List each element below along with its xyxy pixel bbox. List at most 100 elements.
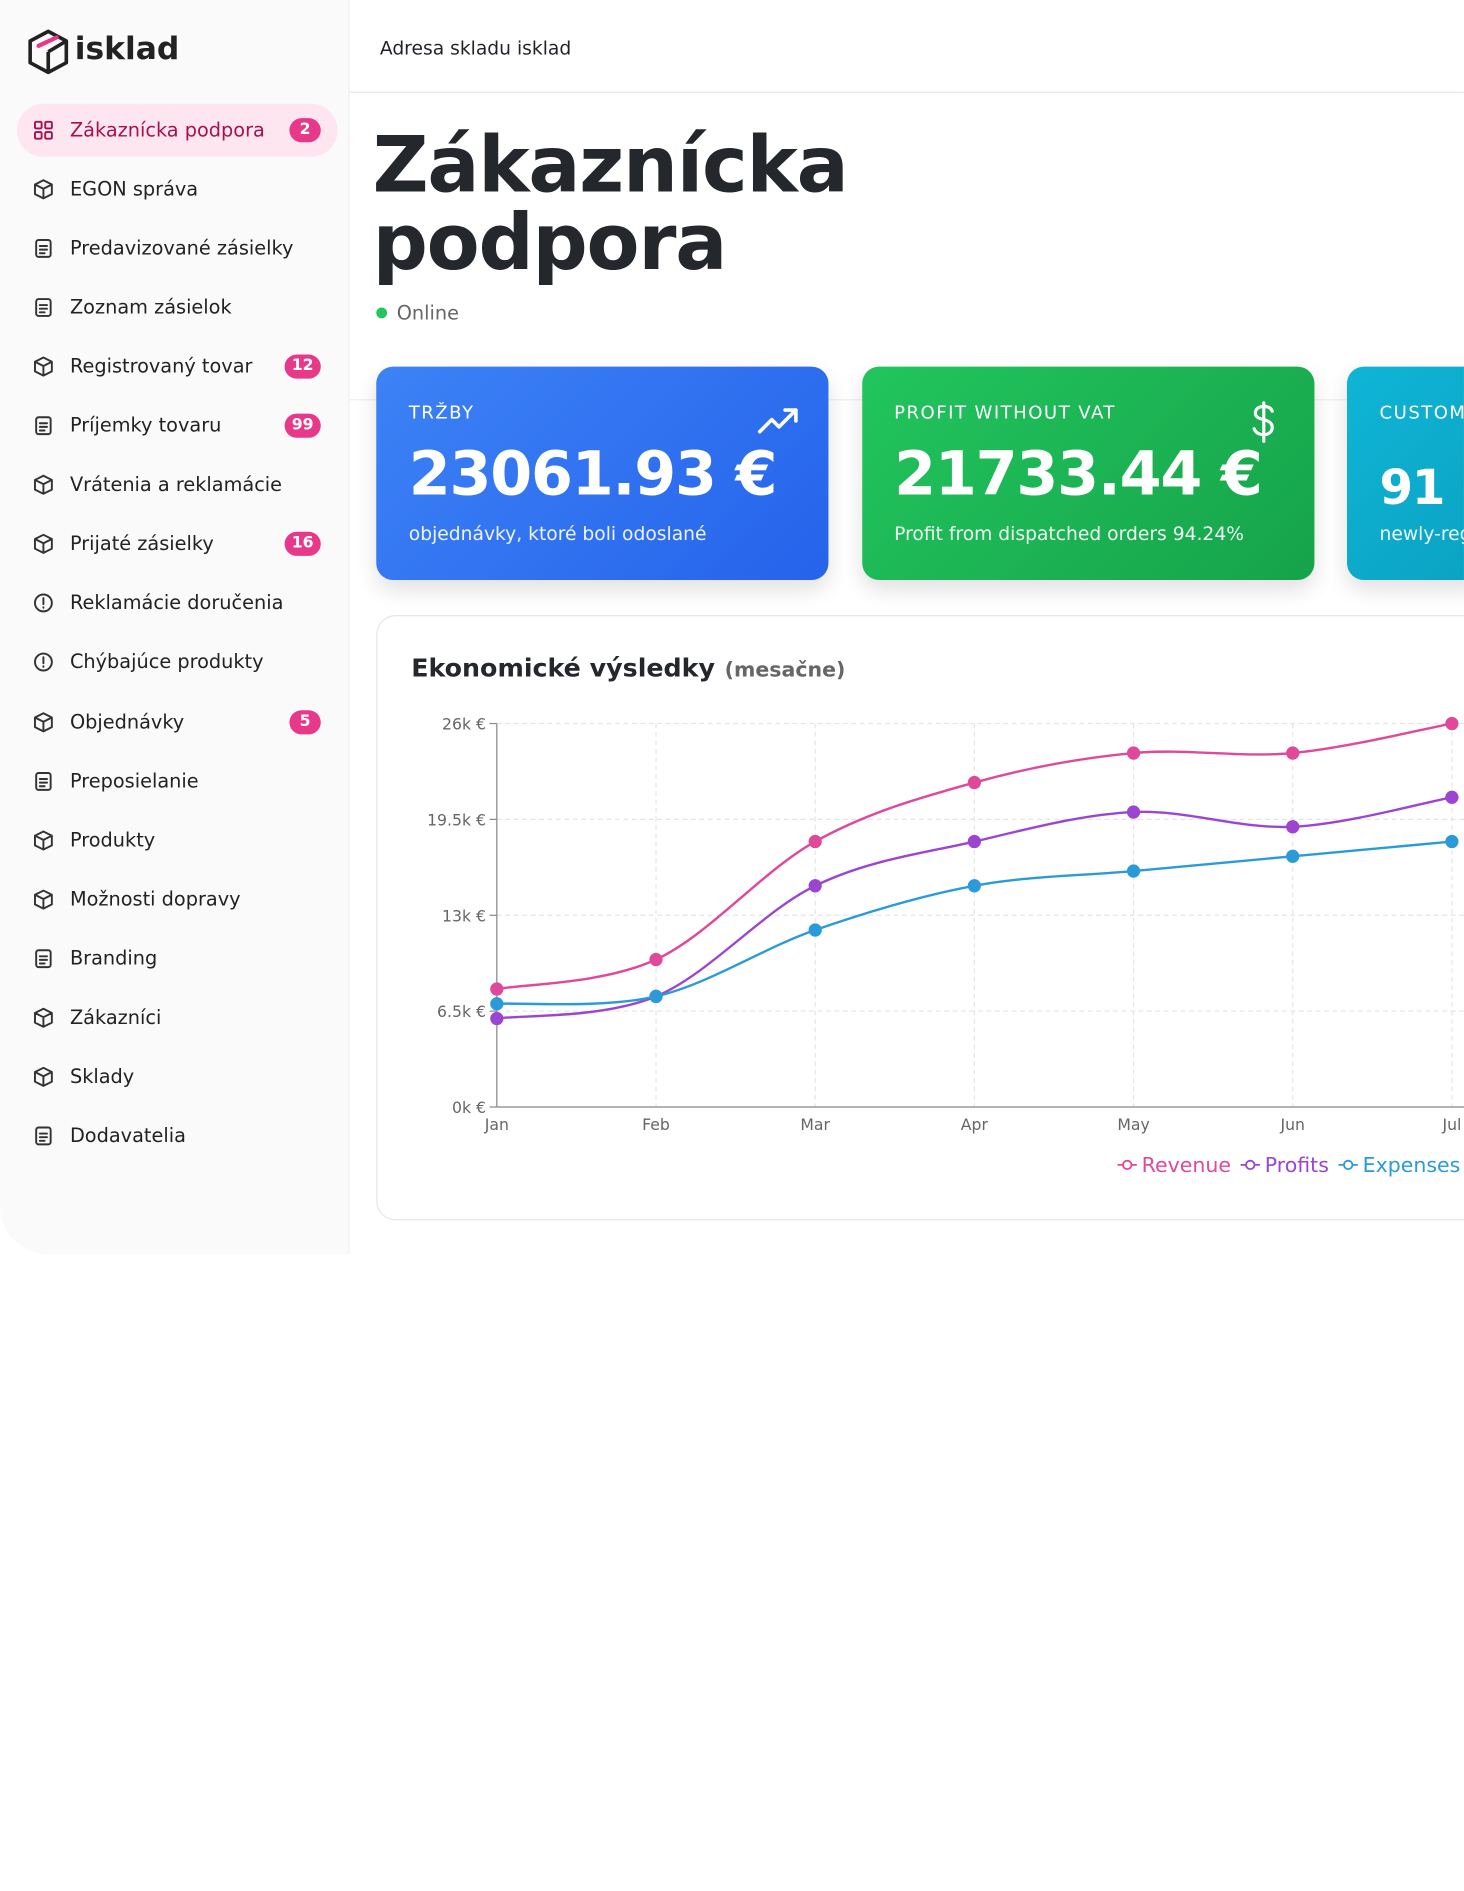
card-icon (1251, 401, 1274, 443)
nav-item[interactable]: Dodavatelia (17, 1109, 338, 1162)
nav-label: Branding (69, 946, 158, 970)
y-tick-label: 19.5k € (427, 810, 486, 829)
nav-label: Predavizované zásielky (69, 236, 294, 260)
data-point (808, 879, 822, 893)
nav-label: Chýbajúce produkty (69, 650, 264, 674)
nav-icon (34, 653, 53, 672)
x-tick-label: Jul (1441, 1115, 1461, 1134)
nav-badge: 16 (284, 532, 321, 557)
nav-item[interactable]: Preposielanie (17, 754, 338, 807)
y-tick-label: 13k € (442, 906, 486, 925)
status-dot (376, 307, 388, 319)
nav-icon (35, 239, 52, 258)
data-point (1126, 746, 1141, 760)
nav-icon (35, 1126, 52, 1146)
nav-item[interactable]: EGON správa (17, 163, 338, 216)
nav-label: Objednávky (69, 709, 185, 733)
nav-item[interactable]: Produkty (17, 813, 338, 866)
data-point (1286, 820, 1300, 834)
data-point (967, 775, 981, 790)
nav-badge: 12 (284, 354, 321, 379)
data-point (967, 834, 981, 849)
card-label: TRŽBY (408, 401, 475, 424)
data-point (1286, 746, 1300, 760)
data-point (1445, 790, 1459, 804)
y-tick-label: 0k € (452, 1098, 486, 1117)
nav-icon (34, 830, 53, 851)
x-tick-label: Feb (642, 1115, 670, 1134)
legend-label: Revenue (1142, 1153, 1231, 1177)
data-point (1286, 849, 1300, 863)
nav-item[interactable]: Príjemky tovaru 99 (17, 399, 338, 452)
chart-card: Ekonomické výsledky (mesačne) 0k € 6.5k € 13… (376, 615, 1464, 1221)
nav-label: Preposielanie (69, 768, 199, 792)
nav-icon (35, 298, 52, 318)
nav-item[interactable]: Objednávky 5 (17, 695, 338, 748)
nav-label: Zákaznícka podpora (69, 118, 265, 142)
nav-item[interactable]: Zákazníci (17, 991, 338, 1044)
card-value: 21733.44 € (894, 438, 1263, 509)
data-point (490, 997, 504, 1011)
data-point (1126, 864, 1141, 878)
data-point (808, 834, 822, 849)
nav-icon (34, 534, 53, 555)
card-note: Profit from dispatched orders 94.24% (894, 523, 1244, 546)
nav-item[interactable]: Zoznam zásielok (17, 281, 338, 334)
nav-item[interactable]: Zákaznícka podpora 2 (16, 103, 338, 157)
card-label: CUSTOM (1379, 401, 1464, 424)
nav-icon (35, 416, 52, 436)
nav-label: Registrovaný tovar (69, 354, 253, 378)
nav-label: Sklady (69, 1064, 135, 1088)
sidebar: isklad Zákaznícka podpora 2 EGON správa Pre… (0, 0, 350, 1255)
header-title: Adresa skladu isklad (379, 37, 572, 60)
data-point (649, 952, 663, 967)
data-point (808, 923, 822, 937)
nav-icon (34, 475, 53, 496)
legend-label: Profits (1265, 1153, 1329, 1177)
nav-item[interactable]: Sklady (17, 1050, 338, 1103)
legend-marker (1245, 1159, 1256, 1171)
nav-icon (34, 594, 53, 613)
stat-card: PROFIT WITHOUT VAT 21733.44 € Profit from … (861, 366, 1314, 581)
data-point (1445, 834, 1459, 849)
status: Online (396, 301, 459, 325)
y-tick-label: 26k € (442, 715, 486, 734)
nav-icon (34, 1066, 53, 1087)
legend-label: Expenses (1363, 1153, 1461, 1177)
data-point (1445, 716, 1459, 731)
nav-item[interactable]: Predavizované zásielky (17, 222, 338, 275)
nav-item[interactable]: Možnosti dopravy (17, 873, 338, 926)
card-value: 91 (1379, 460, 1446, 517)
x-tick-label: May (1117, 1115, 1149, 1134)
chart-title: Ekonomické výsledky (411, 653, 715, 683)
nav-label: Prijaté zásielky (69, 532, 214, 556)
logo-icon (28, 29, 69, 75)
logo-text: isklad (74, 31, 180, 68)
nav-icon (35, 948, 52, 968)
nav-icon (34, 120, 53, 140)
nav-label: Dodavatelia (69, 1123, 186, 1147)
data-point (967, 879, 981, 893)
nav-label: Vrátenia a reklamácie (69, 473, 283, 496)
x-tick-label: Jan (484, 1115, 509, 1134)
legend-marker (1343, 1159, 1354, 1171)
nav-label: EGON správa (69, 177, 199, 201)
nav-item[interactable]: Vrátenia a reklamácie (17, 459, 338, 512)
page-title: Zákaznícka podpora (372, 121, 849, 289)
nav-item[interactable]: Reklamácie doručenia (17, 577, 338, 630)
nav-item[interactable]: Branding (17, 932, 338, 985)
legend-marker (1122, 1159, 1133, 1171)
nav-item[interactable]: Prijaté zásielky 16 (17, 518, 338, 571)
nav-badge: 99 (284, 413, 321, 439)
nav-item[interactable]: Registrovaný tovar 12 (17, 340, 338, 393)
nav-item[interactable]: Chýbajúce produkty (17, 636, 338, 689)
card-label: PROFIT WITHOUT VAT (894, 401, 1116, 424)
nav-label: Reklamácie doručenia (69, 591, 284, 615)
nav-badge: 5 (289, 709, 321, 734)
card-value: 23061.93 € (408, 438, 778, 509)
stat-card: TRŽBY 23061.93 € objednávky, ktoré boli od… (376, 366, 829, 581)
nav-icon (35, 771, 52, 791)
stat-card: CUSTOM 91 newly-reg (1346, 366, 1464, 581)
nav-icon (34, 711, 53, 732)
